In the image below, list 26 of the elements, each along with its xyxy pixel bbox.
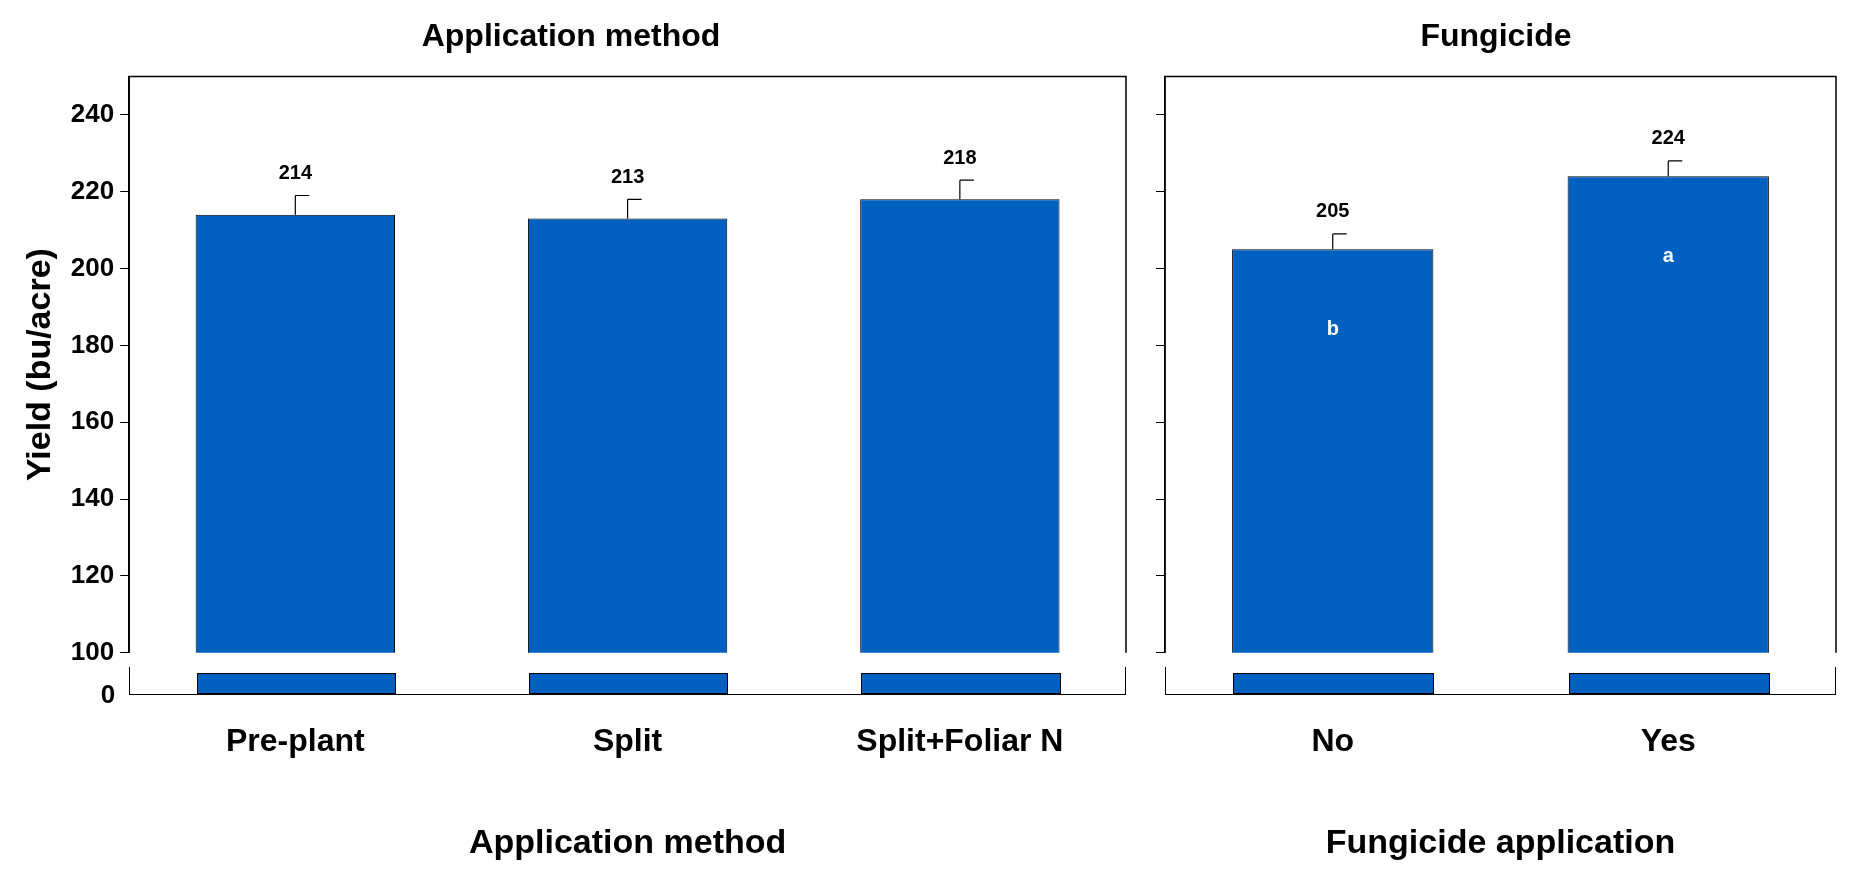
x-axis-title: Fungicide application [1325,821,1676,860]
x-axis-title: Application method [468,821,787,860]
annotation: a [1662,243,1675,266]
y-tick-label: 200 [70,251,115,282]
annotation: b [1326,316,1339,339]
y-tick-label: 160 [70,405,115,436]
data-label: 218 [943,145,977,168]
x-tick-label: No [1311,721,1355,758]
x-tick-label: Split+Foliar N [856,721,1064,758]
y-tick-label: 100 [70,635,115,666]
y-tick-label: 180 [70,328,115,359]
x-tick-label: Split [592,721,663,758]
y-tick-label: 120 [70,559,115,590]
x-tick-label: Pre-plant [225,721,365,758]
data-label: 205 [1316,199,1350,222]
x-tick-label: Yes [1640,721,1696,758]
y-axis-title: Yield (bu/acre) [18,248,57,482]
chart-title: Fungicide [1420,17,1572,54]
data-label: 224 [1651,126,1686,149]
y-tick-label: 220 [70,174,115,205]
y-tick-label: 240 [70,98,115,128]
chart-title: Application method [421,17,721,54]
data-label: 214 [278,161,313,184]
text: 0 [100,678,116,710]
data-label: 213 [610,164,645,187]
y-tick-label: 140 [70,482,115,513]
